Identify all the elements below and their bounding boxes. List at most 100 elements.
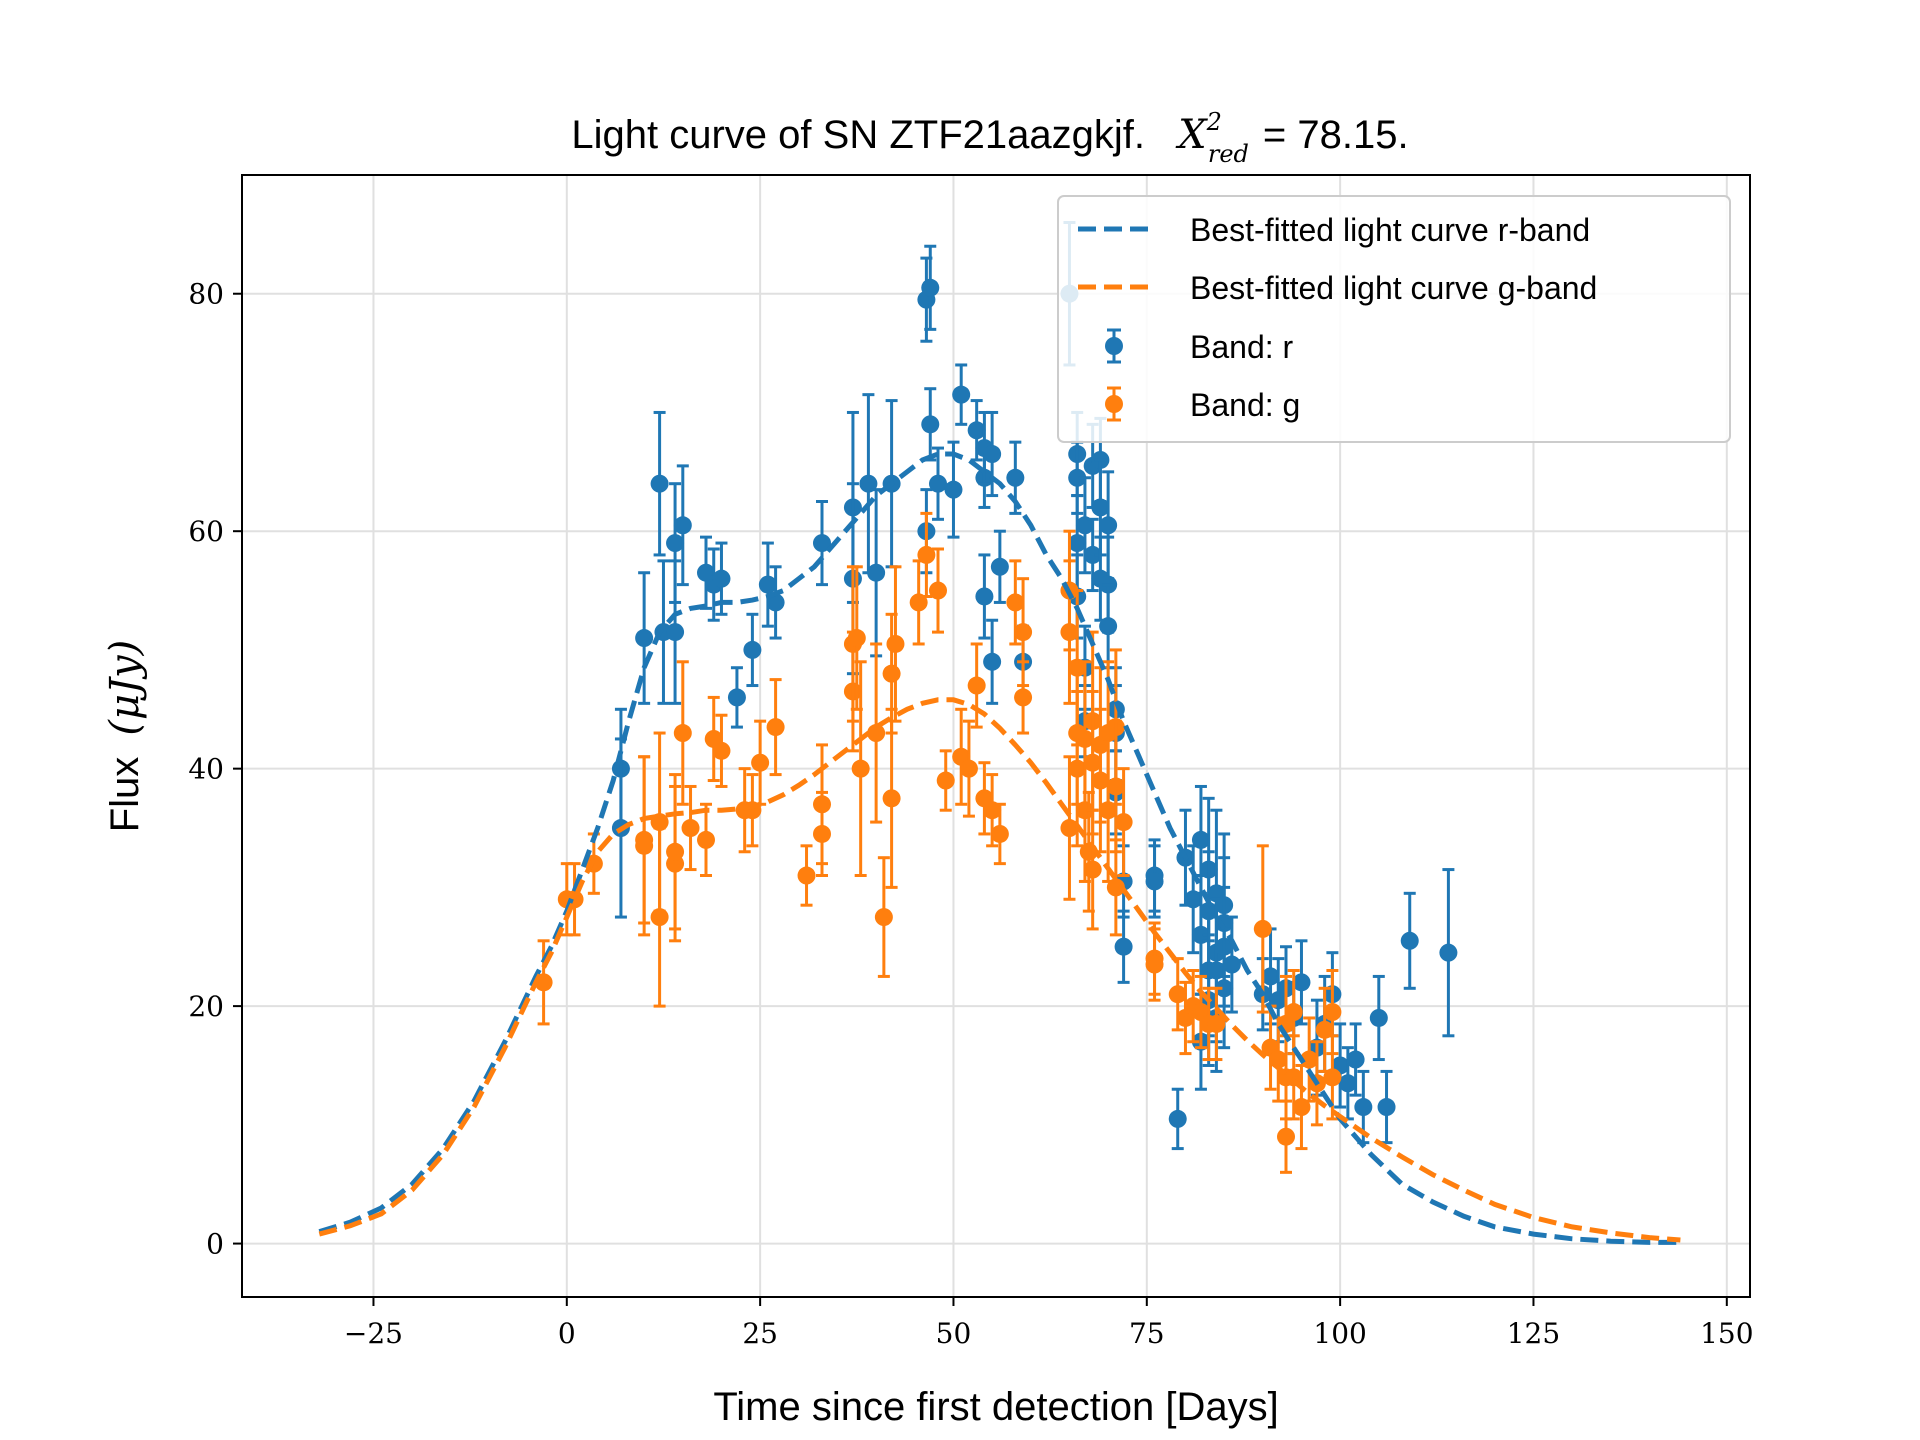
marker xyxy=(967,676,986,695)
marker xyxy=(959,759,978,778)
data-point-r xyxy=(1145,844,1164,919)
marker xyxy=(1300,1050,1319,1069)
marker xyxy=(944,480,963,499)
data-point-g xyxy=(1277,1099,1295,1174)
marker xyxy=(1323,1003,1342,1022)
data-point-r xyxy=(990,529,1009,604)
data-point-r xyxy=(1091,535,1110,622)
marker xyxy=(1207,1014,1226,1033)
marker xyxy=(917,545,936,564)
marker xyxy=(952,385,971,404)
data-point-r xyxy=(650,410,669,557)
data-point-g xyxy=(917,511,936,598)
marker xyxy=(847,629,866,648)
data-point-g xyxy=(929,547,947,634)
marker xyxy=(983,445,1002,464)
marker xyxy=(1338,1074,1357,1093)
data-point-g xyxy=(867,642,886,824)
marker xyxy=(1091,498,1110,517)
marker xyxy=(1222,955,1241,974)
data-point-r xyxy=(867,488,886,658)
data-point-r xyxy=(743,612,762,688)
marker xyxy=(758,575,777,594)
x-tick-label: 0 xyxy=(558,1317,576,1350)
marker xyxy=(1060,623,1079,642)
data-point-r xyxy=(727,666,746,729)
marker xyxy=(886,634,905,653)
legend-label-g-line: Best-fitted light curve g-band xyxy=(1190,270,1597,306)
y-tick-label: 40 xyxy=(188,753,224,786)
marker xyxy=(975,587,994,606)
marker xyxy=(1323,1068,1342,1087)
marker xyxy=(1145,872,1164,891)
marker xyxy=(697,830,715,849)
data-point-g xyxy=(766,678,785,777)
marker xyxy=(1099,617,1118,636)
marker xyxy=(867,724,886,743)
marker xyxy=(650,474,669,493)
marker xyxy=(1215,979,1234,998)
marker xyxy=(1091,771,1110,790)
data-point-g xyxy=(874,856,893,978)
marker xyxy=(1006,468,1025,487)
marker xyxy=(1369,1008,1388,1027)
marker xyxy=(635,629,654,648)
marker xyxy=(1346,1050,1365,1069)
y-tick-label: 80 xyxy=(188,278,224,311)
marker xyxy=(813,795,831,814)
data-point-g xyxy=(1292,1063,1311,1151)
data-point-r xyxy=(944,440,963,539)
data-point-g xyxy=(936,749,955,812)
data-point-r xyxy=(975,553,994,640)
marker xyxy=(1400,931,1419,950)
data-point-g xyxy=(1060,559,1079,705)
marker xyxy=(1168,1109,1187,1128)
y-axis-label: Flux (μJy) xyxy=(102,640,148,833)
marker xyxy=(1168,985,1187,1004)
data-point-r xyxy=(983,618,1002,705)
data-point-r xyxy=(1222,915,1241,1014)
marker xyxy=(921,278,940,297)
data-point-g xyxy=(886,565,905,723)
marker xyxy=(1114,937,1133,956)
marker xyxy=(712,569,731,588)
data-point-g xyxy=(1114,767,1133,878)
data-point-r xyxy=(758,541,777,628)
title-stat-subscript: red xyxy=(1208,140,1249,168)
y-axis-label-unit: (μJy) xyxy=(102,640,148,736)
marker xyxy=(1191,830,1210,849)
data-point-g xyxy=(797,844,816,907)
fit-line-g xyxy=(318,697,1681,1243)
data-point-g xyxy=(673,660,692,806)
data-point-g xyxy=(681,784,700,872)
marker xyxy=(1439,943,1458,962)
marker xyxy=(1099,516,1118,535)
data-point-r xyxy=(1346,1022,1365,1097)
marker xyxy=(1083,860,1102,879)
marker xyxy=(681,819,700,838)
marker xyxy=(727,688,746,707)
plot-frame xyxy=(241,174,1751,1298)
x-tick-label: 50 xyxy=(936,1317,972,1350)
title-prefix: Light curve of SN ZTF21aazgkjf. xyxy=(571,113,1145,157)
x-tick-label: −25 xyxy=(344,1317,403,1350)
marker xyxy=(1106,777,1125,796)
data-point-r xyxy=(813,500,831,587)
data-point-g xyxy=(1176,980,1195,1056)
data-point-r xyxy=(1400,891,1419,990)
marker xyxy=(1284,1003,1303,1022)
marker xyxy=(882,789,901,808)
data-point-g xyxy=(882,707,901,889)
series-g-points xyxy=(534,511,1342,1174)
marker xyxy=(1083,545,1102,564)
marker xyxy=(1261,967,1280,986)
marker xyxy=(635,836,654,855)
legend-label-r-points: Band: r xyxy=(1190,329,1294,365)
marker xyxy=(929,474,947,493)
x-axis-label: Time since first detection [Days] xyxy=(713,1385,1278,1429)
data-point-g xyxy=(1068,689,1087,848)
marker xyxy=(936,771,955,790)
marker xyxy=(1006,593,1025,612)
data-point-r xyxy=(666,482,685,604)
data-point-r xyxy=(983,410,1002,498)
